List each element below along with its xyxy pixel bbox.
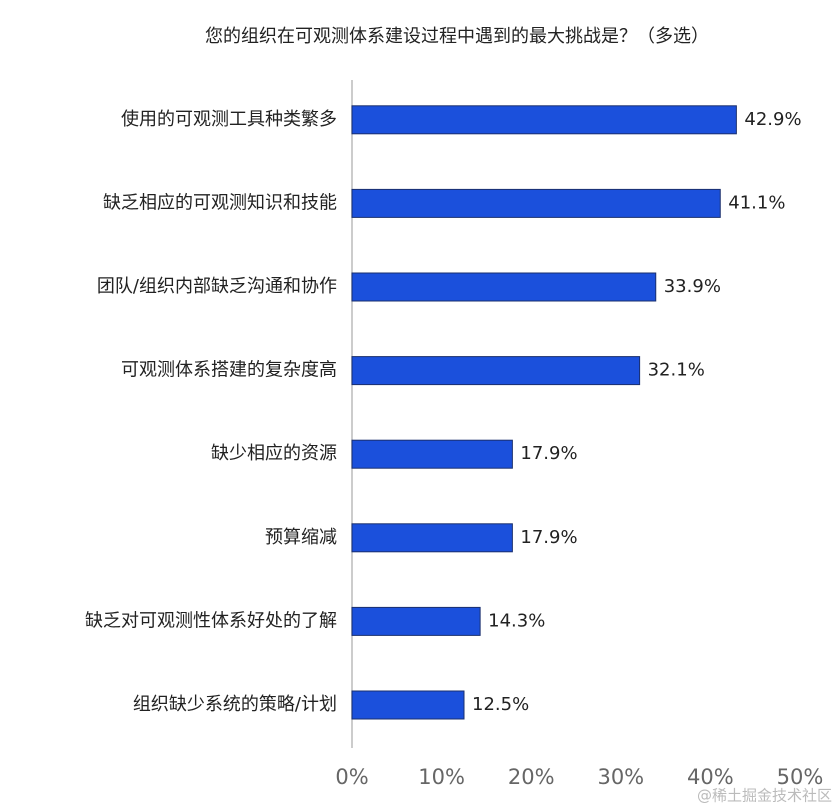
bar <box>351 606 481 636</box>
y-tick-label: 缺少相应的资源 <box>211 443 337 464</box>
x-tick-label: 20% <box>508 765 555 789</box>
x-tick-label: 40% <box>687 765 734 789</box>
y-tick-label: 缺乏对可观测性体系好处的了解 <box>85 610 337 631</box>
value-label: 17.9% <box>520 443 577 464</box>
bar <box>351 690 465 720</box>
y-tick-label: 可观测体系搭建的复杂度高 <box>121 360 337 381</box>
value-label: 17.9% <box>520 527 577 548</box>
x-tick-label: 10% <box>418 765 465 789</box>
bar <box>351 272 657 302</box>
y-tick-label: 团队/组织内部缺乏沟通和协作 <box>97 276 337 297</box>
bar <box>351 105 737 135</box>
x-tick-label: 50% <box>777 765 824 789</box>
chart-title: 您的组织在可观测体系建设过程中遇到的最大挑战是？（多选） <box>205 26 709 47</box>
y-tick-label: 预算缩减 <box>265 527 337 548</box>
y-tick-label: 缺乏相应的可观测知识和技能 <box>103 192 337 213</box>
bar <box>351 188 721 218</box>
y-tick-label: 组织缺少系统的策略/计划 <box>133 694 337 715</box>
x-tick-label: 0% <box>335 765 368 789</box>
bar <box>351 356 641 386</box>
value-label: 33.9% <box>664 276 721 297</box>
value-label: 42.9% <box>744 109 801 130</box>
value-label: 32.1% <box>648 360 705 381</box>
watermark: @稀土掘金技术社区 <box>697 787 832 805</box>
y-tick-label: 使用的可观测工具种类繁多 <box>121 109 337 130</box>
bar <box>351 439 513 469</box>
value-label: 14.3% <box>488 610 545 631</box>
bar <box>351 523 513 553</box>
x-tick-label: 30% <box>597 765 644 789</box>
value-label: 12.5% <box>472 694 529 715</box>
value-label: 41.1% <box>728 192 785 213</box>
